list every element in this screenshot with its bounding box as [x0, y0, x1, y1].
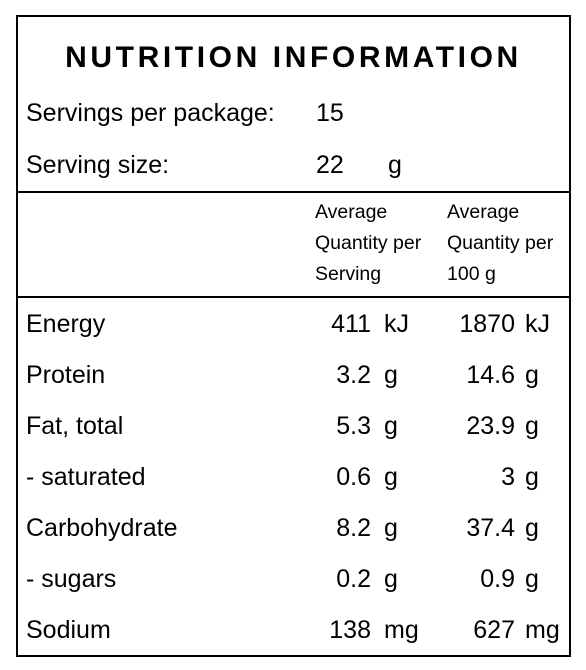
column-header-line: 100 g — [447, 263, 496, 285]
serving-unit: g — [384, 565, 398, 593]
per100-unit: g — [525, 463, 539, 491]
per100-value: 627 — [473, 616, 515, 644]
divider-header — [18, 296, 569, 298]
serving-value: 8.2 — [336, 514, 371, 542]
serving-unit: g — [384, 514, 398, 542]
serving-value: 138 — [329, 616, 371, 644]
serving-value: 0.2 — [336, 565, 371, 593]
serving-size-unit: g — [388, 151, 402, 179]
serving-unit: g — [384, 412, 398, 440]
column-header-line: Average — [315, 201, 388, 223]
column-header-line: Quantity per — [447, 232, 554, 254]
per100-value: 1870 — [459, 310, 515, 338]
per100-value: 14.6 — [466, 361, 515, 389]
nutrient-name: Energy — [26, 310, 106, 338]
servings-label: Servings per package: — [26, 99, 275, 127]
per100-value: 3 — [501, 463, 515, 491]
per100-unit: g — [525, 412, 539, 440]
per100-value: 37.4 — [466, 514, 515, 542]
column-header-line: Serving — [315, 263, 382, 285]
nutrient-name: Protein — [26, 361, 106, 389]
per100-unit: g — [525, 361, 539, 389]
column-header-per-100g: Average Quantity per 100 g — [447, 197, 553, 290]
per100-value: 0.9 — [480, 565, 515, 593]
serving-value: 0.6 — [336, 463, 371, 491]
column-header-line: Quantity per — [315, 232, 422, 254]
per100-unit: kJ — [525, 310, 550, 338]
per100-unit: g — [525, 514, 539, 542]
serving-value: 3.2 — [336, 361, 371, 389]
nutrient-name: Fat, total — [26, 412, 124, 440]
nutrition-panel: NUTRITION INFORMATION Servings per packa… — [16, 15, 571, 657]
serving-unit: kJ — [384, 310, 409, 338]
serving-unit: mg — [384, 616, 419, 644]
servings-value: 15 — [316, 99, 344, 127]
serving-size-value: 22 — [316, 151, 344, 179]
nutrient-name: Carbohydrate — [26, 514, 178, 542]
per100-value: 23.9 — [466, 412, 515, 440]
panel-title: NUTRITION INFORMATION — [65, 41, 522, 74]
column-header-line: Average — [447, 201, 520, 223]
serving-unit: g — [384, 361, 398, 389]
per100-unit: mg — [525, 616, 560, 644]
nutrient-name: Sodium — [26, 616, 111, 644]
serving-value: 5.3 — [336, 412, 371, 440]
serving-size-label: Serving size: — [26, 151, 170, 179]
divider-top — [18, 191, 569, 193]
per100-unit: g — [525, 565, 539, 593]
serving-unit: g — [384, 463, 398, 491]
nutrient-name: - sugars — [26, 565, 117, 593]
serving-value: 411 — [331, 310, 371, 338]
column-header-per-serving: Average Quantity per Serving — [315, 197, 421, 290]
nutrient-name: - saturated — [26, 463, 146, 491]
